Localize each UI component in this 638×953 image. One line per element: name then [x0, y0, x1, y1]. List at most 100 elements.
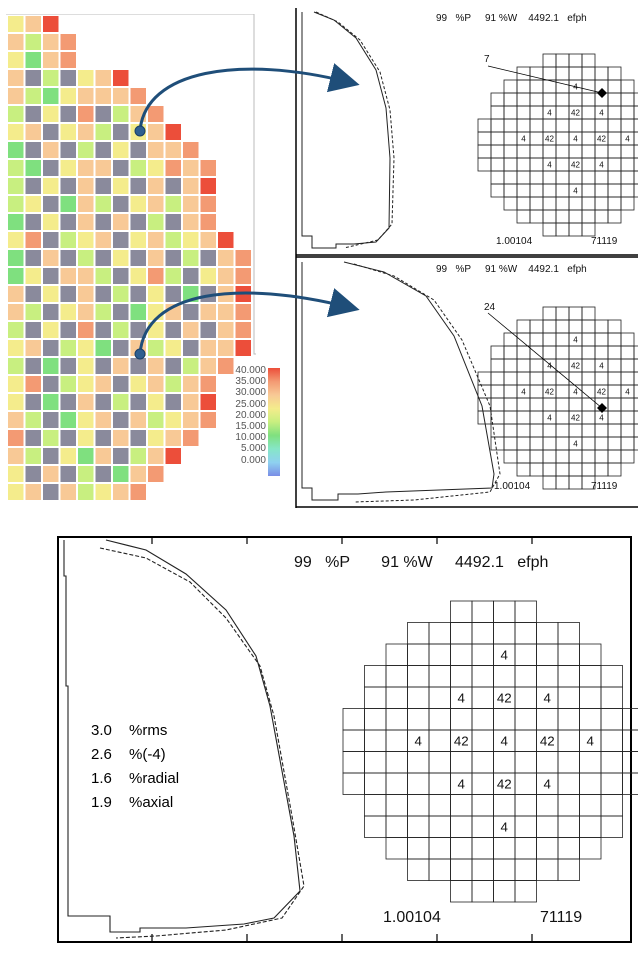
- rod-grid-cell: [471, 772, 494, 795]
- case-id: 71119: [591, 236, 618, 247]
- rod-grid-cell: [516, 196, 531, 211]
- location-marker: [487, 65, 607, 98]
- fuel-assembly-cell: [95, 286, 111, 302]
- rod-grid-cell: [542, 436, 557, 451]
- fuel-assembly-cell: [113, 340, 129, 356]
- rod-grid-cell: [503, 196, 518, 211]
- fuel-assembly-cell: [43, 214, 59, 230]
- rod-grid-cell: [490, 157, 505, 172]
- rod-grid-cell: [557, 858, 580, 881]
- fuel-assembly-cell: [113, 124, 129, 140]
- fuel-assembly-cell: [60, 178, 76, 194]
- rod-grid-cell: [428, 858, 451, 881]
- fuel-assembly-cell: [130, 466, 146, 482]
- rod-grid-cell: [633, 183, 638, 198]
- rod-grid-cell: [514, 858, 537, 881]
- stat-row: 3.0 %rms: [91, 722, 231, 746]
- fuel-assembly-cell: [95, 484, 111, 500]
- fuel-assembly-cell: [130, 268, 146, 284]
- rod-grid-cell: [471, 686, 494, 709]
- fuel-assembly-cell: [165, 430, 181, 446]
- rod-grid-cell: [471, 858, 494, 881]
- rod-grid-cell: [516, 183, 531, 198]
- rod-value: 42: [571, 413, 580, 422]
- fuel-assembly-cell: [113, 322, 129, 338]
- rod-grid-cell: [450, 794, 473, 817]
- fuel-assembly-cell: [8, 70, 24, 86]
- rod-grid-cell: [579, 751, 602, 774]
- rod-grid-cell: [514, 772, 537, 795]
- fuel-assembly-cell: [25, 16, 41, 32]
- rod-grid-cell: [568, 222, 583, 237]
- fuel-assembly-cell: [183, 340, 199, 356]
- rod-grid-cell: [428, 708, 451, 731]
- fuel-assembly-cell: [43, 16, 59, 32]
- rod-grid-cell: [555, 222, 570, 237]
- fuel-assembly-cell: [95, 70, 111, 86]
- rod-grid-cell: [493, 622, 516, 645]
- rod-grid-cell: [600, 794, 623, 817]
- fuel-assembly-cell: [200, 412, 216, 428]
- power-unit: %P: [455, 264, 472, 275]
- rod-grid-cell: [450, 751, 473, 774]
- rod-value: 4: [544, 777, 552, 792]
- rod-grid-cell: [514, 837, 537, 860]
- rod-grid-cell: [514, 708, 537, 731]
- rod-grid-cell: [555, 157, 570, 172]
- fuel-assembly-cell: [60, 376, 76, 392]
- rod-grid-cell: [516, 170, 531, 185]
- measured-profile-line: [301, 11, 391, 249]
- rod-grid-cell: [407, 622, 430, 645]
- rod-grid-cell: [581, 183, 596, 198]
- fuel-assembly-cell: [165, 286, 181, 302]
- marker-diamond: [597, 88, 607, 98]
- rod-grid-cell: [471, 729, 494, 752]
- fuel-assembly-cell: [8, 268, 24, 284]
- rod-grid-cell: [579, 815, 602, 838]
- rod-grid-cell: [385, 665, 408, 688]
- burnup-unit: efph: [567, 13, 587, 24]
- rod-value: 4: [415, 734, 423, 749]
- stat-label: %(-4): [129, 746, 166, 763]
- rod-grid-cell: [529, 183, 544, 198]
- rod-grid-cell: [450, 815, 473, 838]
- rod-grid-cell: [620, 449, 635, 464]
- fuel-assembly-cell: [200, 286, 216, 302]
- rod-grid-cell: [471, 708, 494, 731]
- rod-grid-cell: [342, 751, 365, 774]
- axial-profile-plot: [295, 8, 638, 256]
- fuel-assembly-cell: [60, 232, 76, 248]
- rod-grid-cell: [594, 462, 609, 477]
- fuel-assembly-cell: [148, 376, 164, 392]
- rod-value: 4: [521, 387, 526, 396]
- stat-row: 1.9 %axial: [91, 794, 231, 818]
- fuel-assembly-cell: [113, 142, 129, 158]
- fuel-assembly-cell: [60, 340, 76, 356]
- fuel-assembly-cell: [43, 142, 59, 158]
- rod-grid-cell: [542, 209, 557, 224]
- fuel-assembly-cell: [95, 340, 111, 356]
- fuel-assembly-cell: [113, 430, 129, 446]
- stat-value: 2.6: [91, 746, 112, 763]
- fuel-assembly-cell: [25, 466, 41, 482]
- rod-value: 4: [573, 134, 578, 143]
- fuel-assembly-cell: [95, 196, 111, 212]
- fuel-assembly-cell: [218, 268, 234, 284]
- fuel-assembly-cell: [43, 448, 59, 464]
- fuel-assembly-cell: [78, 340, 94, 356]
- measured-profile-line: [63, 539, 301, 933]
- rod-grid-cell: [600, 729, 623, 752]
- fuel-assembly-cell: [25, 484, 41, 500]
- rod-grid-cell: [477, 157, 492, 172]
- fuel-assembly-cell: [43, 466, 59, 482]
- legend-label: 15.000: [235, 421, 266, 432]
- fuel-assembly-cell: [148, 340, 164, 356]
- rod-grid-cell: [514, 751, 537, 774]
- fuel-assembly-cell: [218, 358, 234, 374]
- rod-value: 4: [599, 361, 604, 370]
- fuel-assembly-cell: [183, 304, 199, 320]
- rod-grid-cell: [503, 183, 518, 198]
- fuel-assembly-cell: [165, 448, 181, 464]
- fuel-assembly-cell: [25, 250, 41, 266]
- fuel-assembly-cell: [78, 358, 94, 374]
